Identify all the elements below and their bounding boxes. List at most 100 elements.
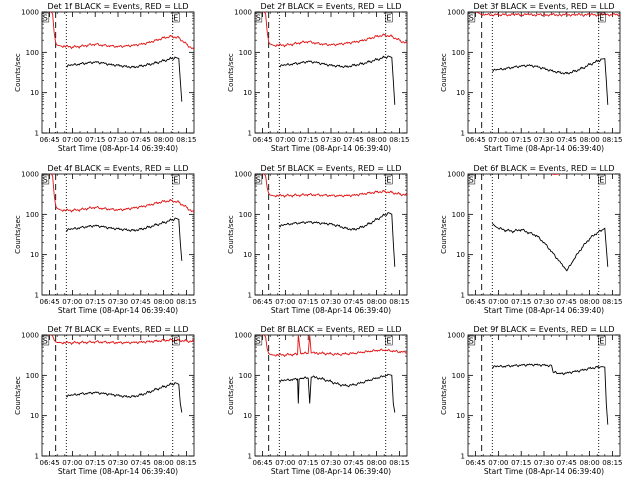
x-tick-label: 07:15 (85, 298, 105, 306)
x-axis-label: Start Time (08-Apr-14 06:39:40) (484, 467, 604, 476)
y-tick-label: 1 (461, 292, 465, 300)
panel-8: Det 8f BLACK = Events, RED = LLD 1 10 100 10… (227, 325, 409, 476)
plot-frame (467, 334, 621, 457)
x-tick-label: 07:15 (511, 459, 531, 467)
end-marker-label: E (173, 337, 178, 346)
start-marker-label: S (256, 337, 261, 346)
panel-title: Det 4f BLACK = Events, RED = LLD (47, 164, 188, 173)
x-axis-label: Start Time (08-Apr-14 06:39:40) (271, 467, 391, 476)
x-tick-label: 07:00 (275, 136, 295, 144)
series-black (66, 382, 183, 413)
x-axis-label: Start Time (08-Apr-14 06:39:40) (484, 144, 604, 153)
x-tick-label: 07:15 (85, 136, 105, 144)
x-tick-label: 07:30 (108, 298, 128, 306)
panel-title: Det 1f BLACK = Events, RED = LLD (47, 2, 188, 11)
x-tick-label: 07:45 (557, 136, 577, 144)
panel-2: Det 2f BLACK = Events, RED = LLD 1 10 100 10… (227, 2, 409, 153)
x-tick-label: 06:45 (40, 298, 60, 306)
start-marker-label: S (43, 14, 48, 23)
panel-title: Det 8f BLACK = Events, RED = LLD (260, 325, 401, 334)
x-tick-label: 08:00 (367, 298, 387, 306)
y-tick-label: 100 (26, 372, 39, 380)
end-marker-label: E (386, 14, 391, 23)
y-tick-label: 1 (248, 130, 252, 138)
start-marker-label: S (469, 337, 474, 346)
end-marker-box (598, 174, 606, 185)
end-marker-box (598, 335, 606, 346)
end-marker-label: E (173, 14, 178, 23)
x-tick-label: 07:30 (321, 298, 341, 306)
x-tick-label: 07:00 (488, 136, 508, 144)
series-black (279, 373, 396, 413)
x-tick-label: 08:15 (389, 459, 409, 467)
y-axis-label: Counts/sec (440, 376, 448, 415)
x-tick-label: 06:45 (466, 459, 486, 467)
x-tick-label: 06:45 (253, 298, 273, 306)
x-tick-label: 07:00 (488, 459, 508, 467)
x-tick-label: 08:15 (389, 136, 409, 144)
x-tick-label: 08:15 (602, 459, 622, 467)
series-black (66, 217, 183, 261)
start-marker-box (467, 174, 476, 185)
y-tick-label: 10 (30, 89, 39, 97)
x-tick-label: 08:00 (154, 459, 174, 467)
series-black (492, 58, 609, 105)
plot-frame (467, 173, 621, 296)
x-axis-label: Start Time (08-Apr-14 06:39:40) (484, 306, 604, 315)
end-marker-label: E (386, 176, 391, 185)
start-marker-box (254, 335, 263, 346)
y-tick-label: 1000 (234, 332, 252, 340)
x-tick-label: 07:00 (62, 459, 82, 467)
panel-title: Det 6f BLACK = Events, RED = LLD (473, 164, 614, 173)
y-tick-label: 1 (35, 292, 39, 300)
x-tick-label: 07:15 (511, 298, 531, 306)
panel-5: Det 5f BLACK = Events, RED = LLD 1 10 100 10… (227, 164, 409, 315)
y-axis-label: Counts/sec (14, 376, 22, 415)
series-black (492, 363, 609, 425)
panel-6: Det 6f BLACK = Events, RED = LLD 1 10 100 10… (440, 164, 622, 315)
series-red (262, 174, 407, 198)
x-tick-label: 06:45 (466, 136, 486, 144)
y-tick-label: 1000 (447, 9, 465, 17)
x-axis-label: Start Time (08-Apr-14 06:39:40) (58, 467, 178, 476)
end-marker-box (385, 12, 393, 23)
y-axis-label: Counts/sec (14, 215, 22, 254)
panel-1: Det 1f BLACK = Events, RED = LLD 1 10 100 10… (14, 2, 196, 153)
y-tick-label: 100 (239, 211, 252, 219)
x-tick-label: 06:45 (253, 459, 273, 467)
y-axis-label: Counts/sec (227, 376, 235, 415)
end-marker-box (598, 12, 606, 23)
y-tick-label: 100 (452, 49, 465, 57)
series-red (262, 12, 407, 48)
y-tick-label: 1 (35, 453, 39, 461)
panel-title: Det 3f BLACK = Events, RED = LLD (473, 2, 614, 11)
y-tick-label: 100 (26, 49, 39, 57)
end-marker-box (172, 12, 180, 23)
plot-frame (41, 173, 195, 296)
x-tick-label: 07:15 (85, 459, 105, 467)
y-axis-label: Counts/sec (227, 215, 235, 254)
panel-4: Det 4f BLACK = Events, RED = LLD 1 10 100 10… (14, 164, 196, 315)
x-tick-label: 08:00 (580, 298, 600, 306)
x-axis-label: Start Time (08-Apr-14 06:39:40) (271, 306, 391, 315)
end-marker-label: E (173, 176, 178, 185)
x-tick-label: 07:45 (131, 298, 151, 306)
x-tick-label: 08:15 (602, 136, 622, 144)
y-tick-label: 1000 (447, 171, 465, 179)
x-tick-label: 08:00 (154, 136, 174, 144)
end-marker-label: E (599, 337, 604, 346)
x-tick-label: 07:00 (275, 459, 295, 467)
x-tick-label: 07:30 (321, 459, 341, 467)
y-tick-label: 100 (452, 372, 465, 380)
panel-title: Det 2f BLACK = Events, RED = LLD (260, 2, 401, 11)
x-tick-label: 08:00 (580, 459, 600, 467)
x-tick-label: 08:00 (580, 136, 600, 144)
y-tick-label: 10 (456, 412, 465, 420)
x-tick-label: 07:30 (534, 136, 554, 144)
series-black (279, 212, 396, 267)
x-tick-label: 07:30 (534, 298, 554, 306)
x-tick-label: 07:00 (62, 298, 82, 306)
end-marker-box (385, 174, 393, 185)
y-tick-label: 100 (26, 211, 39, 219)
